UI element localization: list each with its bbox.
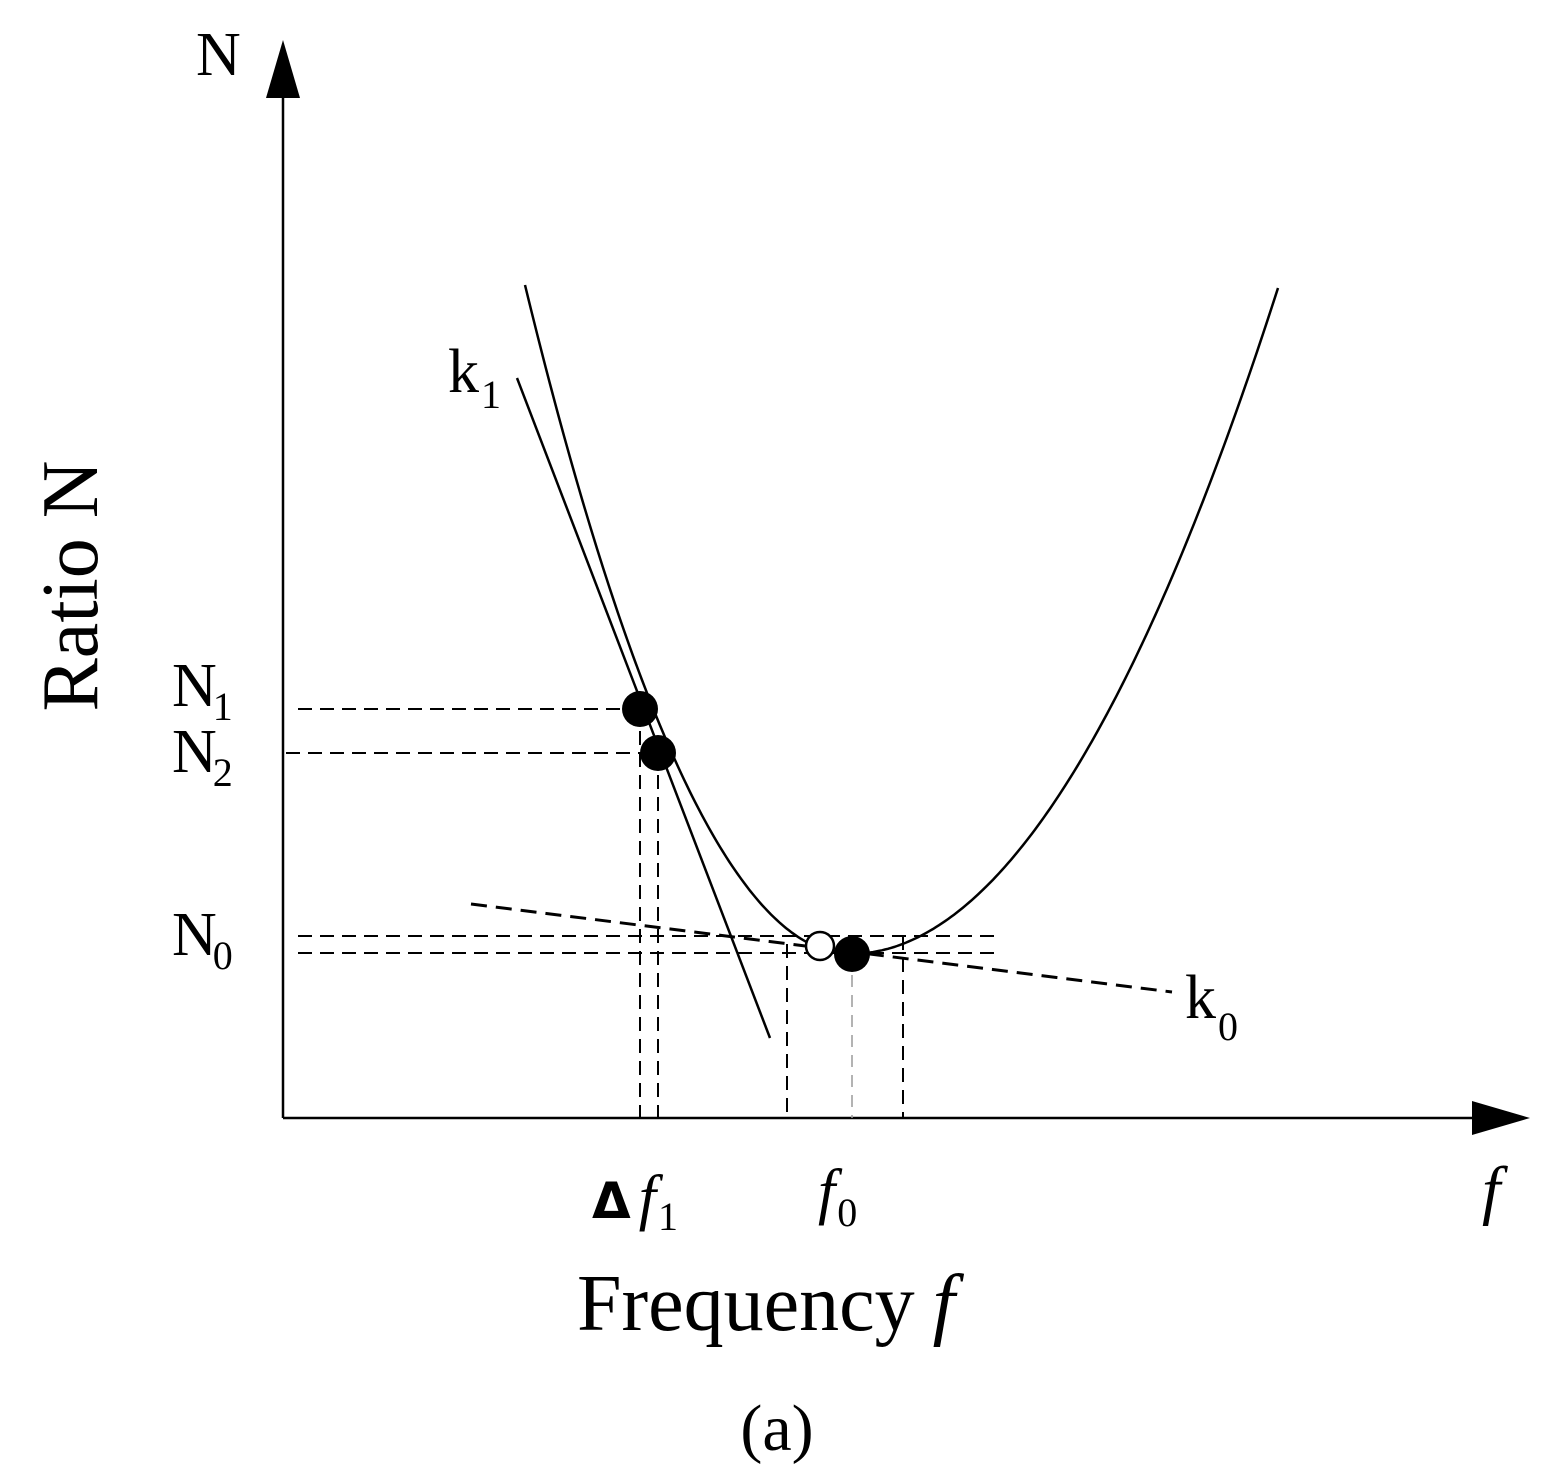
x-axis-title: Frequency f	[577, 1260, 965, 1348]
ratio-curve	[523, 284, 1280, 956]
point-minimum	[834, 936, 870, 972]
y-axis-symbol: N	[196, 21, 241, 89]
label-k0: k0	[1185, 964, 1238, 1049]
label-N0: N0	[172, 901, 233, 978]
y-axis-arrowhead	[266, 40, 300, 98]
label-N2: N2	[172, 718, 233, 795]
figure-caption: (a)	[740, 1392, 813, 1465]
y-axis-title: Ratio N	[27, 460, 115, 711]
x-axis-symbol: f	[1482, 1154, 1508, 1227]
point-estimate	[804, 930, 836, 962]
label-N1: N1	[172, 652, 233, 729]
point-N1	[622, 691, 658, 727]
point-N2	[640, 735, 676, 771]
x-axis-arrowhead	[1472, 1101, 1530, 1135]
label-f0: f0	[818, 1158, 857, 1235]
label-k1: k1	[448, 338, 501, 417]
